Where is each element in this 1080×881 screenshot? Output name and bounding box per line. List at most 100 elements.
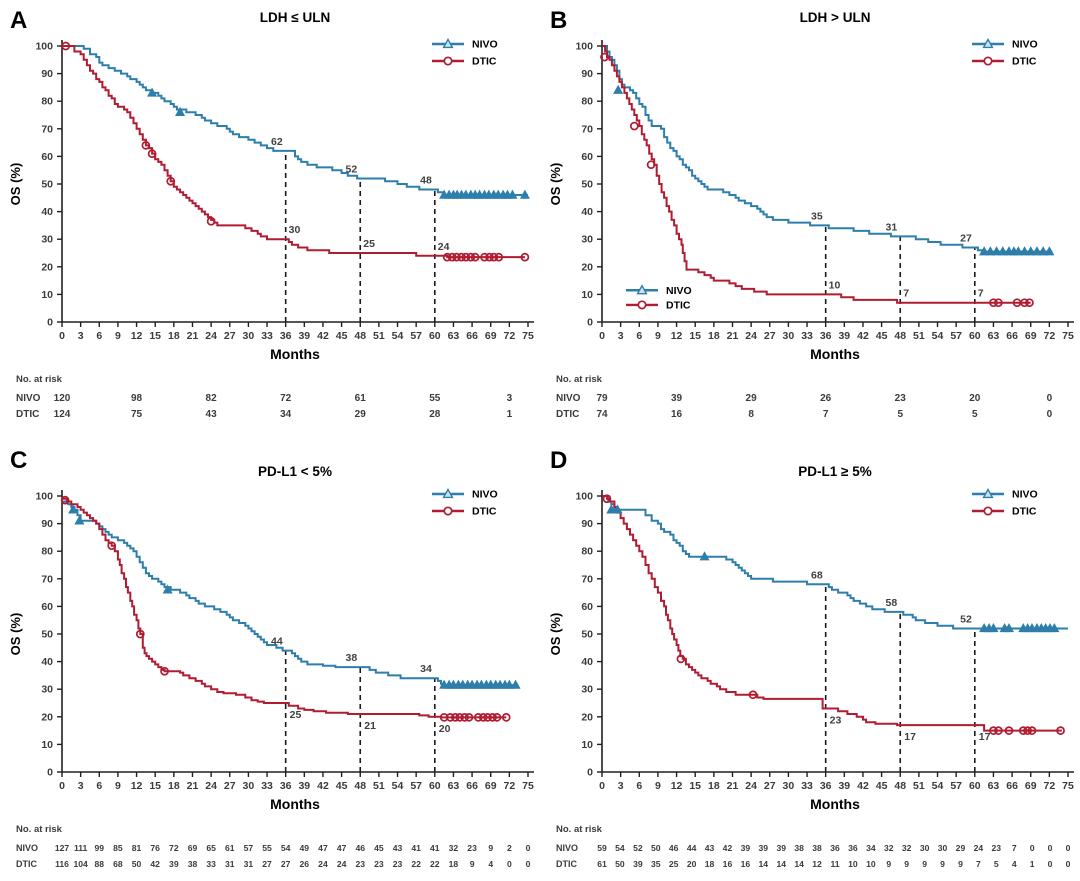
- svg-text:27: 27: [281, 859, 291, 869]
- svg-text:70: 70: [41, 123, 53, 135]
- svg-text:45: 45: [876, 330, 888, 342]
- svg-text:41: 41: [411, 843, 421, 853]
- svg-text:39: 39: [633, 859, 643, 869]
- svg-text:0: 0: [1047, 393, 1053, 404]
- svg-text:30: 30: [581, 684, 593, 696]
- svg-text:28: 28: [429, 409, 441, 420]
- svg-text:10: 10: [41, 739, 53, 751]
- svg-text:35: 35: [811, 210, 823, 222]
- panel-d: D PD-L1 ≥ 5% 0 10 20 30 40 50 60 70 80 90 100 0 3 6 9 12 1…: [540, 440, 1080, 881]
- svg-text:0: 0: [59, 780, 65, 792]
- svg-text:72: 72: [280, 393, 292, 404]
- svg-text:18: 18: [449, 859, 459, 869]
- svg-text:1: 1: [1030, 859, 1035, 869]
- svg-text:0: 0: [507, 859, 512, 869]
- svg-text:25: 25: [669, 859, 679, 869]
- svg-text:C: C: [10, 447, 27, 474]
- svg-text:30: 30: [289, 224, 301, 236]
- svg-text:A: A: [10, 7, 27, 34]
- svg-text:55: 55: [262, 843, 272, 853]
- svg-text:17: 17: [979, 731, 991, 743]
- svg-text:63: 63: [988, 330, 1000, 342]
- svg-text:52: 52: [960, 613, 972, 625]
- svg-text:PD-L1 < 5%: PD-L1 < 5%: [258, 464, 332, 479]
- svg-text:Months: Months: [810, 346, 860, 362]
- svg-text:74: 74: [596, 409, 608, 420]
- svg-text:Months: Months: [270, 346, 320, 362]
- svg-text:57: 57: [950, 330, 962, 342]
- svg-text:OS (%): OS (%): [8, 613, 23, 656]
- svg-text:72: 72: [504, 780, 516, 792]
- svg-text:0: 0: [599, 330, 605, 342]
- svg-text:51: 51: [373, 780, 385, 792]
- svg-text:63: 63: [448, 780, 460, 792]
- svg-text:39: 39: [671, 393, 683, 404]
- svg-text:39: 39: [169, 859, 179, 869]
- svg-text:80: 80: [581, 546, 593, 558]
- svg-text:23: 23: [393, 859, 403, 869]
- svg-text:20: 20: [41, 261, 53, 273]
- svg-text:34: 34: [420, 663, 432, 675]
- svg-text:30: 30: [41, 684, 53, 696]
- svg-text:43: 43: [206, 409, 218, 420]
- svg-text:PD-L1 ≥ 5%: PD-L1 ≥ 5%: [798, 464, 871, 479]
- svg-text:20: 20: [687, 859, 697, 869]
- svg-text:23: 23: [355, 859, 365, 869]
- svg-text:3: 3: [78, 780, 84, 792]
- svg-text:39: 39: [741, 843, 751, 853]
- svg-text:70: 70: [41, 573, 53, 585]
- svg-text:OS (%): OS (%): [8, 163, 23, 206]
- svg-text:10: 10: [581, 289, 593, 301]
- svg-text:51: 51: [373, 330, 385, 342]
- svg-text:5: 5: [897, 409, 903, 420]
- svg-text:20: 20: [439, 723, 451, 735]
- svg-text:0: 0: [1048, 843, 1053, 853]
- svg-text:62: 62: [271, 136, 283, 148]
- svg-text:36: 36: [280, 780, 292, 792]
- svg-text:27: 27: [224, 330, 236, 342]
- svg-text:60: 60: [581, 601, 593, 613]
- svg-text:9: 9: [655, 780, 661, 792]
- svg-text:47: 47: [337, 843, 347, 853]
- svg-text:21: 21: [727, 780, 739, 792]
- svg-text:39: 39: [838, 780, 850, 792]
- svg-text:60: 60: [41, 151, 53, 163]
- svg-text:57: 57: [244, 843, 254, 853]
- svg-text:99: 99: [94, 843, 104, 853]
- svg-text:30: 30: [938, 843, 948, 853]
- svg-text:14: 14: [776, 859, 786, 869]
- svg-text:DTIC: DTIC: [472, 56, 497, 68]
- svg-text:9: 9: [886, 859, 891, 869]
- svg-text:57: 57: [410, 330, 422, 342]
- svg-text:54: 54: [392, 330, 404, 342]
- svg-text:23: 23: [895, 393, 907, 404]
- svg-text:21: 21: [187, 780, 199, 792]
- svg-text:80: 80: [581, 96, 593, 108]
- svg-text:DTIC: DTIC: [472, 506, 497, 518]
- svg-text:0: 0: [59, 330, 65, 342]
- svg-text:15: 15: [149, 780, 161, 792]
- svg-text:42: 42: [857, 330, 869, 342]
- svg-text:11: 11: [830, 859, 839, 869]
- svg-text:27: 27: [764, 330, 776, 342]
- svg-text:79: 79: [596, 393, 608, 404]
- svg-text:80: 80: [41, 546, 53, 558]
- svg-text:52: 52: [633, 843, 643, 853]
- svg-text:42: 42: [857, 780, 869, 792]
- svg-text:44: 44: [687, 843, 697, 853]
- svg-text:127: 127: [55, 843, 70, 853]
- svg-text:9: 9: [488, 843, 493, 853]
- svg-text:24: 24: [745, 330, 757, 342]
- svg-text:90: 90: [41, 518, 53, 530]
- svg-text:0: 0: [587, 317, 593, 329]
- svg-text:27: 27: [960, 232, 972, 244]
- svg-text:30: 30: [581, 234, 593, 246]
- svg-text:42: 42: [723, 843, 733, 853]
- svg-text:9: 9: [958, 859, 963, 869]
- svg-text:42: 42: [317, 330, 329, 342]
- svg-text:34: 34: [866, 843, 876, 853]
- svg-text:50: 50: [132, 859, 142, 869]
- svg-text:38: 38: [812, 843, 822, 853]
